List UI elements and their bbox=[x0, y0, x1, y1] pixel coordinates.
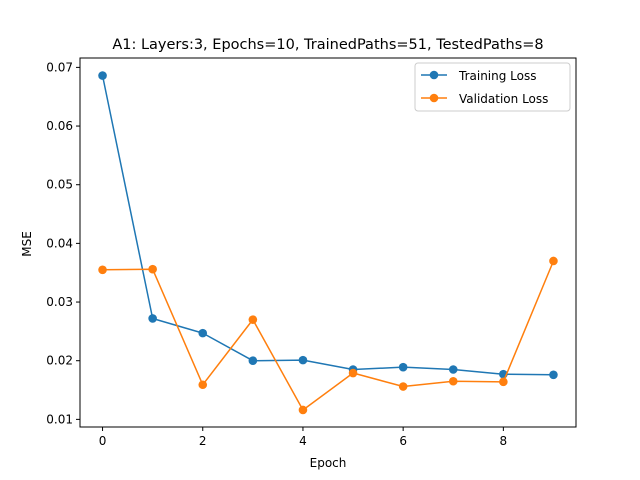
legend: Training Loss Validation Loss bbox=[414, 62, 571, 112]
plot-area bbox=[79, 57, 577, 428]
data-point bbox=[98, 71, 107, 80]
data-point bbox=[198, 328, 208, 338]
data-point bbox=[549, 256, 558, 266]
data-point bbox=[398, 362, 408, 372]
data-point bbox=[198, 380, 208, 390]
y-tick-label: 0.02 bbox=[46, 354, 73, 368]
data-point bbox=[499, 377, 508, 387]
x-axis: 0 2 4 6 8 bbox=[99, 427, 507, 448]
y-tick-label: 0.07 bbox=[46, 60, 73, 74]
data-point bbox=[549, 370, 558, 380]
chart-title: A1: Layers:3, Epochs=10, TrainedPaths=51… bbox=[112, 37, 543, 53]
y-tick-label: 0.06 bbox=[46, 119, 73, 133]
data-point bbox=[348, 368, 358, 378]
data-point bbox=[448, 365, 458, 374]
series-line bbox=[102, 260, 555, 411]
data-point bbox=[298, 405, 308, 415]
data-point bbox=[248, 315, 258, 324]
legend-frame bbox=[414, 62, 571, 112]
y-tick-label: 0.04 bbox=[46, 236, 73, 250]
y-axis-label: MSE bbox=[20, 231, 34, 257]
legend-label-training: Training Loss bbox=[458, 69, 536, 83]
x-tick-label: 0 bbox=[99, 434, 107, 448]
x-tick-label: 8 bbox=[500, 434, 508, 448]
axes-frame bbox=[79, 57, 577, 428]
y-tick-label: 0.05 bbox=[46, 178, 73, 192]
x-tick-label: 6 bbox=[399, 434, 407, 448]
series-validation-loss bbox=[98, 256, 558, 415]
data-point bbox=[398, 382, 408, 391]
y-tick-label: 0.01 bbox=[46, 412, 73, 426]
legend-label-validation: Validation Loss bbox=[459, 92, 548, 106]
series-layer bbox=[98, 71, 558, 415]
x-tick-label: 2 bbox=[199, 434, 207, 448]
y-tick-label: 0.03 bbox=[46, 295, 73, 309]
data-point bbox=[298, 355, 308, 365]
x-axis-label: Epoch bbox=[310, 456, 347, 470]
x-tick-label: 4 bbox=[299, 434, 307, 448]
legend-marker-training bbox=[429, 70, 439, 80]
data-point bbox=[148, 314, 157, 323]
legend-marker-validation bbox=[429, 93, 439, 103]
data-point bbox=[148, 264, 157, 274]
y-axis: 0.01 0.02 0.03 0.04 0.05 0.06 0.07 bbox=[46, 60, 80, 426]
data-point bbox=[98, 265, 107, 275]
data-point bbox=[248, 356, 258, 366]
data-point bbox=[448, 376, 458, 386]
